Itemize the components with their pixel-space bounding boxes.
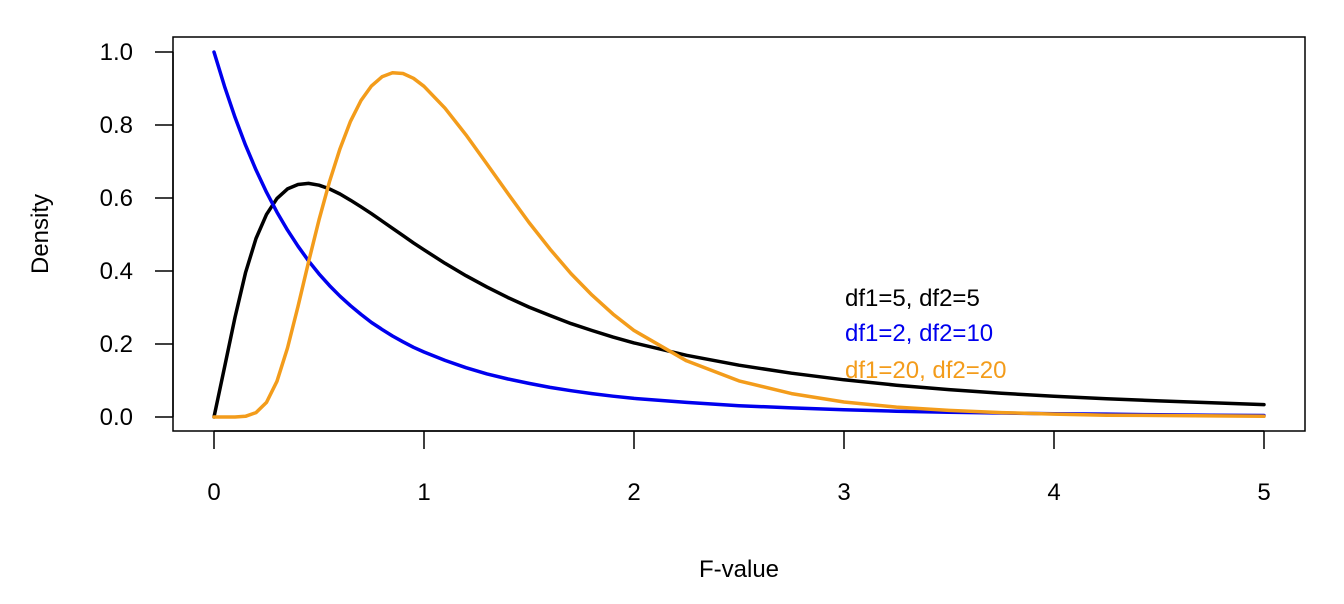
x-tick-label: 0: [207, 479, 220, 506]
y-tick-label: 0.0: [100, 404, 133, 431]
x-tick-label: 4: [1047, 479, 1060, 506]
x-tick-label: 2: [627, 479, 640, 506]
x-tick-label: 5: [1257, 479, 1270, 506]
x-tick-label: 1: [417, 479, 430, 506]
x-axis: 0 1 2 3 4 5: [207, 430, 1271, 506]
series-line-3: [212, 71, 1266, 419]
y-axis: 0.0 0.2 0.4 0.6 0.8 1.0: [100, 39, 174, 431]
legend-label-1: df1=5, df2=5: [845, 285, 980, 312]
legend-label-3: df1=20, df2=20: [845, 357, 1006, 384]
series-lines: [212, 50, 1266, 419]
legend-label-2: df1=2, df2=10: [845, 320, 993, 347]
y-tick-label: 0.4: [100, 258, 133, 285]
y-axis-title: Density: [27, 194, 54, 274]
x-tick-label: 3: [837, 479, 850, 506]
series-line-2: [212, 50, 1266, 418]
plot-frame: [172, 36, 1306, 432]
series-line-1: [212, 181, 1266, 419]
y-tick-label: 1.0: [100, 39, 133, 66]
y-tick-label: 0.6: [100, 185, 133, 212]
legend: df1=5, df2=5 df1=2, df2=10 df1=20, df2=20: [845, 285, 1006, 384]
y-tick-label: 0.8: [100, 112, 133, 139]
x-axis-title: F-value: [699, 556, 779, 583]
y-tick-label: 0.2: [100, 331, 133, 358]
